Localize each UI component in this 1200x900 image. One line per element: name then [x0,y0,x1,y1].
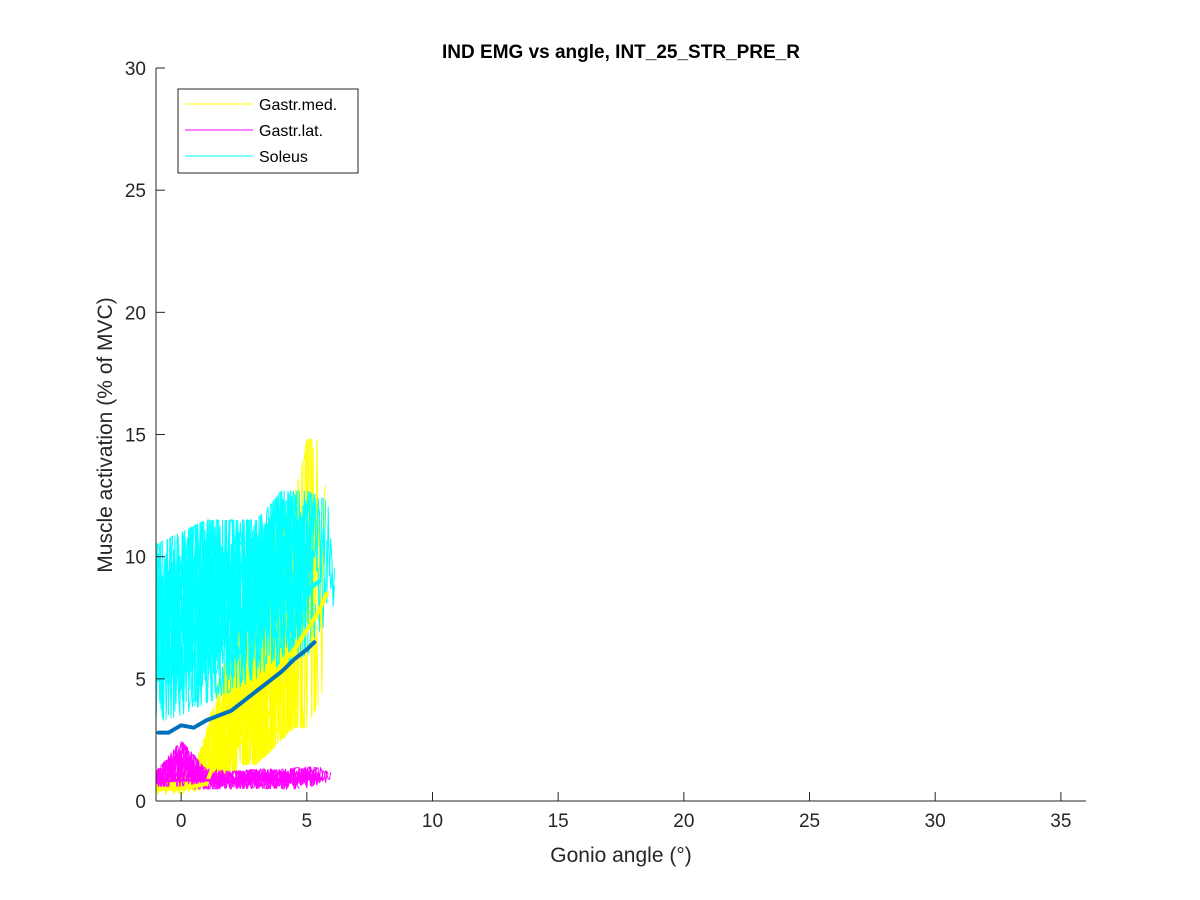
x-tick-label: 5 [302,811,313,832]
x-ticks: 0 5 10 15 20 25 30 35 [176,792,1071,832]
mean-line-gastr-med-mean [156,591,329,791]
trial-line-gastr-lat [155,747,308,788]
x-tick-label: 0 [176,811,187,832]
mean-line-gastr-lat-mean [157,777,324,783]
trial-line-soleus [155,508,301,719]
x-axis-label: Gonio angle (°) [550,844,691,867]
trial-line-soleus [155,519,335,712]
mean-curves [156,579,329,791]
y-tick-label: 0 [135,792,146,813]
mean-line-overall-mean [156,640,317,735]
legend-box [177,88,359,174]
x-tick-label: 10 [422,811,443,832]
x-tick-label: 35 [1050,811,1071,832]
y-tick-label: 25 [125,181,146,202]
legend-label-gastr-med: Gastr.med. [259,97,337,114]
y-tick-label: 20 [125,303,146,324]
legend-label-gastr-lat: Gastr.lat. [259,123,323,140]
y-tick-label: 30 [125,59,146,80]
y-ticks: 0 5 10 15 20 25 30 [125,59,165,813]
chart-title: IND EMG vs angle, INT_25_STR_PRE_R [442,42,800,63]
trial-line-gastr-lat [155,757,322,791]
legend: Gastr.med. Gastr.lat. Soleus [177,88,359,174]
x-tick-label: 25 [799,811,820,832]
x-tick-label: 30 [925,811,946,832]
x-tick-label: 15 [548,811,569,832]
y-tick-label: 15 [125,426,146,447]
x-tick-label: 20 [673,811,694,832]
legend-label-soleus: Soleus [259,149,308,166]
mean-line-soleus-mean [156,579,322,635]
y-axis-label: Muscle activation (% of MVC) [94,297,117,572]
y-tick-label: 5 [135,670,146,691]
y-tick-label: 10 [125,548,146,569]
